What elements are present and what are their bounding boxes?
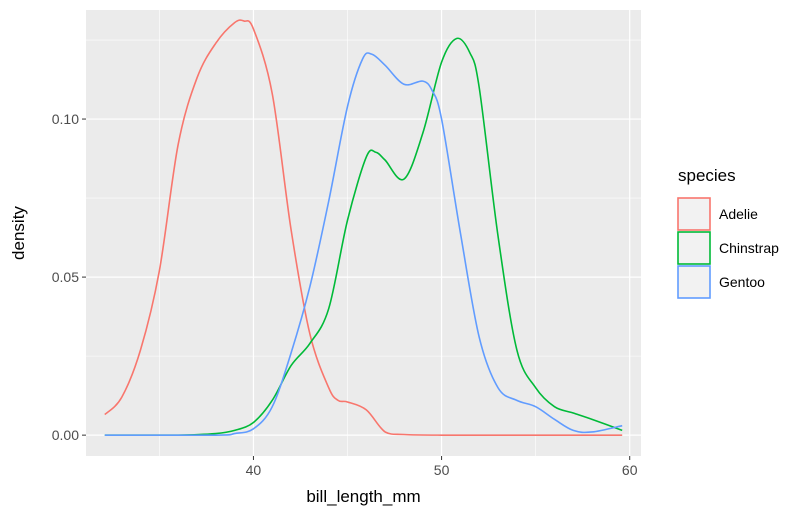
legend-key-chinstrap bbox=[677, 231, 711, 265]
legend-label-gentoo: Gentoo bbox=[719, 274, 765, 290]
x-tick-label: 40 bbox=[246, 462, 262, 478]
minor-gridlines bbox=[86, 10, 641, 456]
x-axis-title: bill_length_mm bbox=[306, 487, 420, 506]
y-tick-label: 0.10 bbox=[52, 111, 79, 127]
density-lines bbox=[104, 19, 623, 436]
axes: 40 50 60 0.00 0.05 0.10 bbox=[52, 111, 638, 478]
y-axis-title: density bbox=[9, 206, 28, 260]
plot-panel bbox=[86, 10, 641, 456]
density-line-gentoo bbox=[104, 52, 623, 436]
density-line-adelie bbox=[104, 19, 623, 436]
legend-key-adelie bbox=[677, 197, 711, 231]
x-tick-label: 50 bbox=[434, 462, 450, 478]
legend-label-adelie: Adelie bbox=[719, 206, 758, 222]
legend-label-chinstrap: Chinstrap bbox=[719, 240, 779, 256]
legend-key-gentoo bbox=[677, 265, 711, 299]
y-tick-label: 0.00 bbox=[52, 427, 79, 443]
y-tick-label: 0.05 bbox=[52, 269, 79, 285]
x-tick-label: 60 bbox=[622, 462, 638, 478]
legend-title: species bbox=[678, 166, 736, 185]
legend-items: Adelie Chinstrap Gentoo bbox=[677, 197, 779, 299]
legend: species Adelie Chinstrap Gentoo bbox=[677, 166, 779, 299]
density-line-chinstrap bbox=[104, 37, 623, 436]
